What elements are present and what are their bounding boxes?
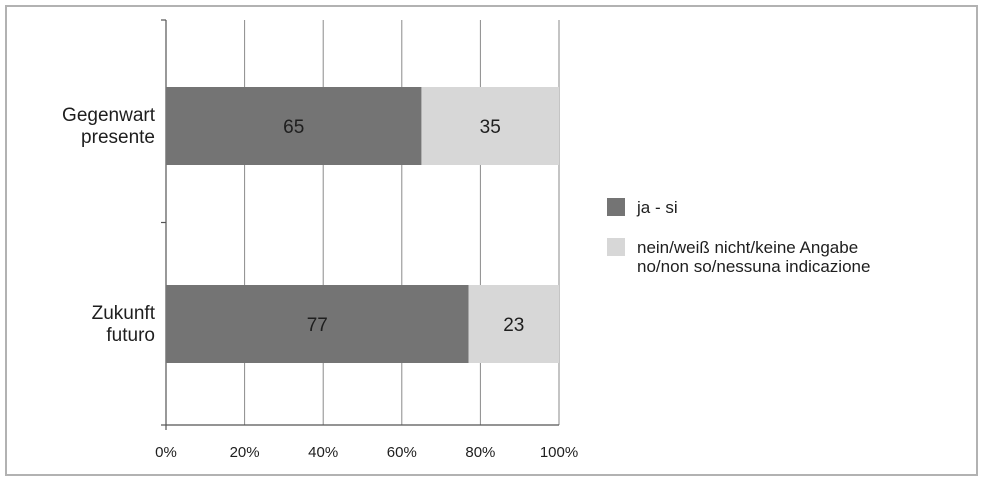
x-tick-label: 0%	[155, 444, 177, 461]
bar-segment	[468, 285, 559, 363]
category-label: presente	[81, 127, 155, 148]
bar-value-label: 65	[283, 117, 304, 138]
category-label: futuro	[106, 325, 155, 346]
bar-value-label: 35	[480, 117, 501, 138]
category-label: Zukunft	[92, 303, 156, 324]
x-tick-label: 40%	[308, 444, 338, 461]
x-tick-label: 80%	[465, 444, 495, 461]
bar-segment	[166, 87, 422, 165]
x-tick-label: 20%	[230, 444, 260, 461]
bar-segment	[166, 285, 469, 363]
chart-frame	[5, 5, 978, 476]
legend-label: nein/weiß nicht/keine Angabe	[637, 238, 858, 257]
bar-value-label: 23	[503, 315, 524, 336]
legend-swatch	[607, 198, 625, 216]
bar-segment	[421, 87, 559, 165]
bar-value-label: 77	[307, 315, 328, 336]
x-tick-label: 100%	[540, 444, 578, 461]
legend-label: ja - si	[636, 198, 678, 217]
category-label: Gegenwart	[62, 105, 156, 126]
legend-label: no/non so/nessuna indicazione	[637, 257, 870, 276]
legend-swatch	[607, 238, 625, 256]
x-tick-label: 60%	[387, 444, 417, 461]
